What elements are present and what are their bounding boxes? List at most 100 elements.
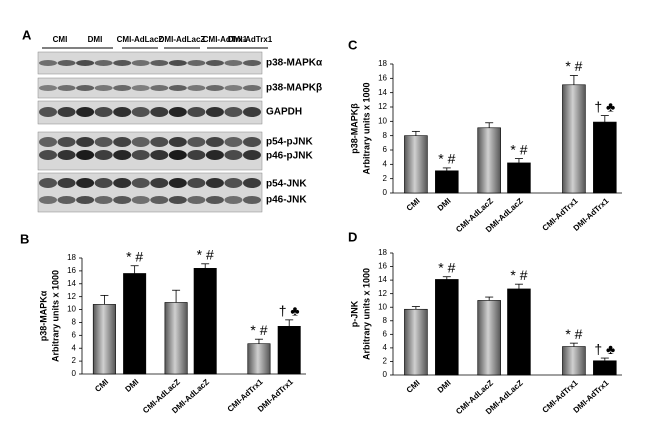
blot-band [205, 60, 224, 66]
blot-band [76, 107, 95, 117]
significance-mark: * # [250, 322, 267, 338]
blot-band [131, 137, 150, 147]
y-tick-label: 4 [72, 343, 77, 352]
blot-band [94, 150, 113, 160]
y-tick-label: 16 [378, 262, 387, 271]
x-tick-label: DMI [123, 377, 140, 394]
y-tick-label: 4 [383, 343, 388, 352]
y-tick-label: 18 [67, 253, 76, 262]
blot-band [113, 85, 132, 91]
error-bar [600, 357, 609, 361]
y-tick-label: 6 [383, 145, 388, 154]
x-tick-label: CMI [405, 196, 422, 213]
y-tick-label: 2 [383, 357, 388, 366]
blot-band [187, 137, 206, 147]
error-bar [485, 122, 494, 128]
blot-band [168, 196, 187, 204]
blot-band [168, 85, 187, 91]
y-tick-label: 14 [378, 275, 387, 284]
x-tick-label: DMI [436, 196, 453, 213]
blot-band [224, 107, 243, 117]
y-tick-label: 16 [67, 266, 76, 275]
blot-band [150, 178, 169, 188]
y-tick-label: 2 [72, 356, 77, 365]
significance-mark: * # [197, 247, 214, 263]
blot-band [224, 137, 243, 147]
blot-band [150, 196, 169, 204]
blot-band [187, 60, 206, 66]
bar [507, 288, 531, 376]
blot-band [57, 150, 76, 160]
blot-band [205, 150, 224, 160]
blot-band [205, 85, 224, 91]
blot-band [131, 107, 150, 117]
blot-band [205, 196, 224, 204]
blot-band [39, 60, 57, 66]
bar [193, 268, 217, 375]
blot-band [168, 150, 187, 160]
error-bar [100, 294, 109, 305]
panel-label: A [22, 27, 32, 42]
x-tick-label: CMI [405, 378, 422, 395]
panel-label: C [348, 37, 358, 52]
blot-band [205, 137, 224, 147]
bar [123, 273, 147, 375]
error-bar [442, 167, 451, 171]
y-tick-label: 12 [67, 292, 76, 301]
error-bar [442, 276, 451, 280]
blot-band [187, 85, 206, 91]
y-tick-label: 10 [378, 116, 387, 125]
blot-strip [37, 100, 263, 125]
significance-mark: † ♣ [279, 303, 300, 319]
y-axis-label: Arbitrary units x 1000 [50, 270, 60, 362]
blot-row-label: p46-JNK [266, 195, 307, 206]
blot-band [57, 107, 76, 117]
western-blot: CMI DMI CMI-AdLacZDMI-AdLacZCMI-AdTrx1DMI-… [37, 35, 323, 213]
blot-band [150, 107, 169, 117]
error-bar [285, 319, 294, 327]
blot-band [57, 196, 76, 204]
error-bar [569, 75, 578, 85]
blot-band [243, 196, 261, 204]
y-tick-label: 0 [383, 370, 388, 379]
blot-band [113, 60, 132, 66]
blot-band [113, 150, 132, 160]
blot-band [131, 196, 150, 204]
error-bar [600, 115, 609, 123]
y-tick-label: 4 [383, 159, 388, 168]
blot-band [150, 150, 169, 160]
lane-label: DMI-AdLacZ [159, 35, 206, 44]
bar [404, 135, 428, 194]
y-tick-label: 2 [383, 174, 388, 183]
y-tick-label: 6 [72, 330, 77, 339]
blot-band [39, 196, 57, 204]
significance-mark: † ♣ [594, 98, 615, 114]
blot-band [94, 178, 113, 188]
bar [477, 300, 501, 376]
bar [593, 360, 617, 376]
blot-band [113, 107, 132, 117]
blot-band [57, 137, 76, 147]
error-bar [201, 263, 210, 269]
bar [92, 304, 116, 375]
significance-mark: * # [565, 58, 582, 74]
bar [477, 127, 501, 194]
blot-band [39, 178, 57, 188]
y-axis-label: Arbitrary units x 1000 [361, 268, 371, 360]
blot-band [243, 60, 261, 66]
blot-row-label: GAPDH [266, 107, 302, 118]
y-tick-label: 12 [378, 289, 387, 298]
blot-band [39, 107, 57, 117]
y-axis-label: p-JNK [349, 300, 359, 327]
blot-band [113, 178, 132, 188]
blot-band [150, 85, 169, 91]
blot-band [131, 150, 150, 160]
error-bar [130, 265, 139, 274]
significance-mark: * # [438, 151, 455, 167]
y-axis-label: p38-MAPKβ [349, 103, 359, 154]
y-tick-label: 16 [378, 73, 387, 82]
error-bar [411, 306, 420, 310]
error-bar [172, 289, 181, 303]
lane-label: CMI-AdTrx1 [203, 35, 248, 44]
bar [593, 121, 617, 194]
